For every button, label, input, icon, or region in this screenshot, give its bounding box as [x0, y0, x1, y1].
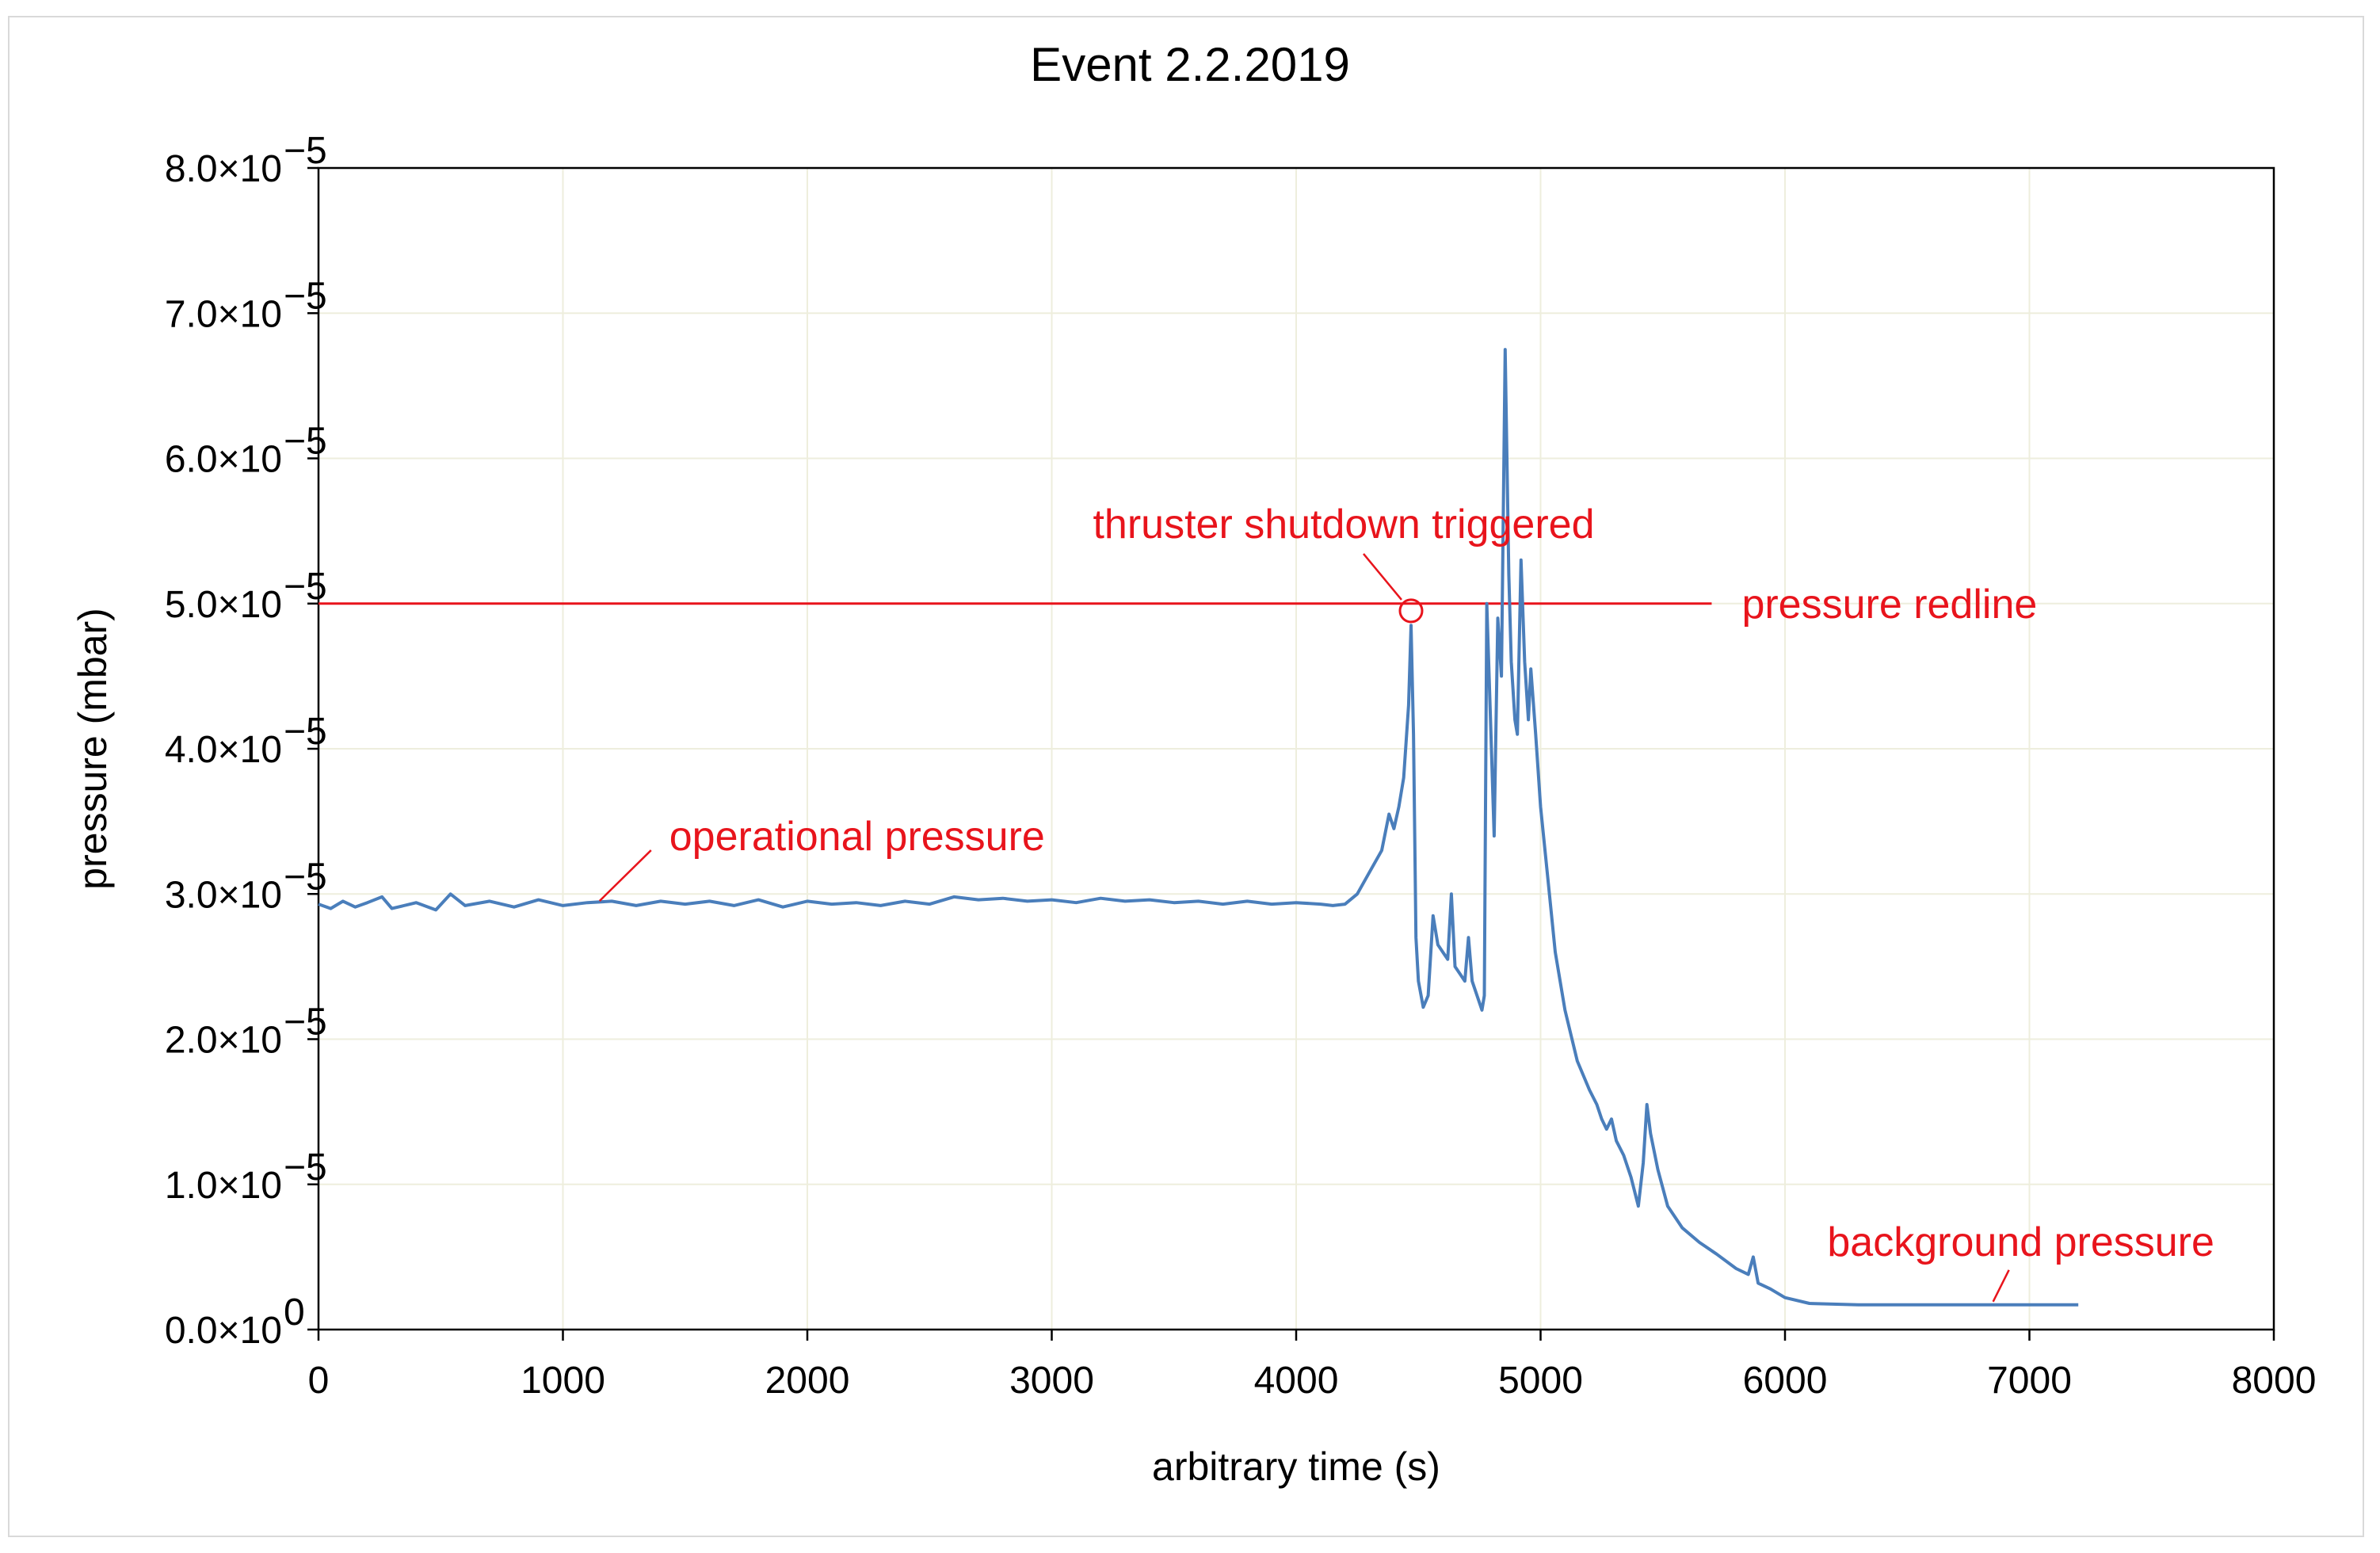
y-tick-exponent: −5 [284, 130, 327, 172]
redline-annotation-label: pressure redline [1741, 582, 2037, 628]
pressure-series-line [318, 348, 2079, 1307]
shutdown-marker-circle [1398, 598, 1424, 624]
x-tick-label: 8000 [2232, 1360, 2317, 1402]
y-tick-label: 1.0×10 [165, 1165, 282, 1207]
y-tick-label: 8.0×10 [165, 148, 282, 190]
gridlines [318, 168, 2274, 1330]
y-tick-label: 4.0×10 [165, 729, 282, 771]
y-tick-label: 7.0×10 [165, 293, 282, 335]
y-tick-exponent: −5 [284, 856, 327, 898]
x-tick-label: 7000 [1987, 1360, 2072, 1402]
x-tick-label: 0 [308, 1360, 330, 1402]
y-tick-exponent: −5 [284, 421, 327, 463]
shutdown-leader-line [1363, 553, 1402, 601]
shutdown-annotation-label: thruster shutdown triggered [1093, 502, 1594, 548]
y-axis-label: pressure (mbar) [71, 608, 115, 890]
operational-leader-line [598, 849, 652, 902]
y-tick-label: 0.0×10 [165, 1310, 282, 1352]
chart-title: Event 2.2.2019 [1030, 38, 1350, 91]
y-tick-exponent: −5 [284, 1002, 327, 1044]
x-tick-label: 4000 [1254, 1360, 1339, 1402]
y-tick-exponent: −5 [284, 566, 327, 608]
x-axis-label: arbitrary time (s) [1152, 1444, 1440, 1489]
operational-annotation-label: operational pressure [669, 814, 1045, 860]
x-tick-label: 5000 [1498, 1360, 1583, 1402]
x-tick-label: 6000 [1743, 1360, 1828, 1402]
y-tick-label: 5.0×10 [165, 584, 282, 626]
y-tick-exponent: −5 [284, 711, 327, 753]
annotations-layer: thruster shutdown triggered operational p… [598, 502, 2214, 1303]
y-tick-exponent: 0 [284, 1292, 305, 1334]
y-tick-label: 6.0×10 [165, 439, 282, 481]
background-annotation-label: background pressure [1827, 1219, 2214, 1265]
y-tick-exponent: −5 [284, 275, 327, 317]
series-layer [318, 348, 2079, 1307]
y-tick-label: 3.0×10 [165, 874, 282, 916]
x-tick-label: 2000 [765, 1360, 850, 1402]
x-tick-label: 3000 [1009, 1360, 1094, 1402]
chart-frame [8, 16, 2364, 1537]
axis-ticks: 0 1000 2000 3000 4000 5000 6000 7000 80008.0×10−… [165, 130, 2317, 1402]
background-leader-line [1992, 1269, 2010, 1303]
y-tick-label: 2.0×10 [165, 1020, 282, 1062]
x-tick-label: 1000 [521, 1360, 605, 1402]
y-tick-exponent: −5 [284, 1147, 327, 1189]
